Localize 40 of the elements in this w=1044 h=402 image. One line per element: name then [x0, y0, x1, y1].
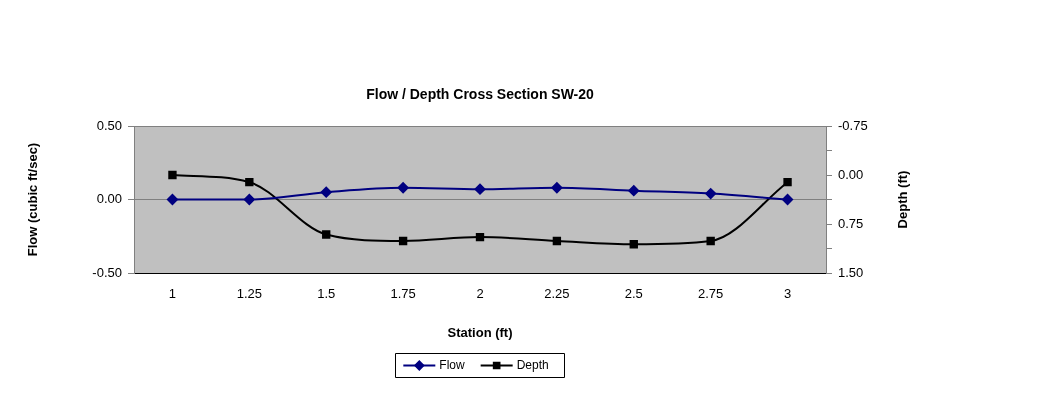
- x-tick-label: 2.25: [544, 286, 570, 302]
- point: [783, 178, 792, 187]
- y2-tick-label: 0.00: [838, 166, 864, 182]
- y2-tick-label: 1.50: [838, 264, 864, 280]
- legend-label: Depth: [516, 357, 549, 372]
- point: [629, 240, 638, 249]
- point: [551, 182, 563, 194]
- point: [168, 170, 177, 180]
- x-tick-label: 1.5: [317, 286, 336, 302]
- point: [552, 236, 562, 246]
- point: [706, 236, 715, 246]
- point: [705, 188, 717, 200]
- point: [243, 194, 255, 205]
- y2-tick-label: -0.75: [838, 117, 868, 133]
- x-tick-label: 1.75: [390, 286, 416, 302]
- point: [322, 230, 331, 239]
- x-tick-label: 1.25: [236, 286, 262, 302]
- point: [166, 194, 178, 205]
- y2-tick-label: 0.75: [838, 215, 864, 231]
- point: [474, 183, 486, 195]
- legend-label: Flow: [439, 357, 465, 372]
- x-tick-label: 2.5: [624, 286, 643, 302]
- point: [320, 186, 332, 198]
- point: [398, 236, 408, 246]
- point: [782, 194, 794, 205]
- y-tick-label: -0.50: [92, 264, 122, 280]
- y-tick-label: 0.50: [96, 117, 122, 133]
- point: [245, 178, 254, 187]
- x-tick-label: 3: [783, 286, 792, 302]
- x-axis-title: Station (ft): [447, 324, 513, 340]
- y2-axis-title: Depth (ft): [894, 170, 910, 229]
- point: [628, 185, 640, 197]
- y-axis-title: Flow (cubic ft/sec): [24, 142, 40, 257]
- x-tick-label: 1: [168, 286, 177, 302]
- x-tick-label: 2.75: [698, 286, 724, 302]
- chart-title: Flow / Depth Cross Section SW-20: [366, 85, 595, 102]
- point: [397, 182, 409, 194]
- x-tick-label: 2: [476, 286, 484, 302]
- y-tick-label: 0.00: [96, 191, 122, 207]
- point: [475, 232, 485, 242]
